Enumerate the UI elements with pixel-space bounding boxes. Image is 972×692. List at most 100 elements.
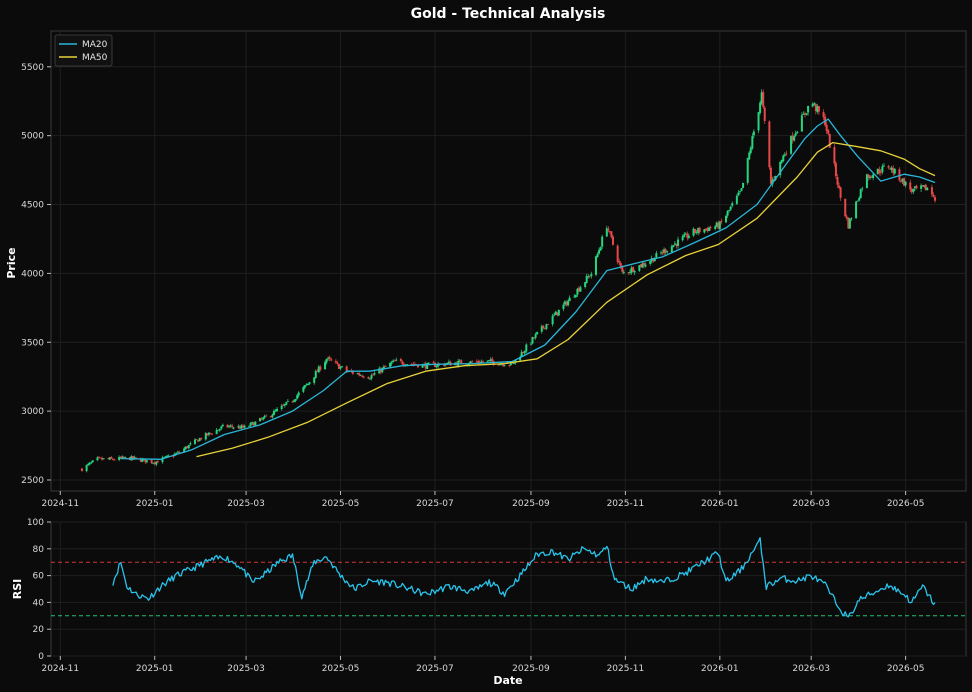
candle-body [489,359,492,361]
candle-body [113,459,116,461]
candle-body [612,236,615,245]
candle-body [432,362,435,364]
candle-body [285,401,288,405]
legend-label-ma20: MA20 [82,40,108,50]
candle-body [274,410,277,412]
candle-body [825,124,828,131]
candle-body [97,456,100,458]
candle-body [574,294,577,298]
candle-body [382,366,385,369]
candle-body [313,377,316,383]
candle-body [683,234,686,237]
candle-body [240,425,243,429]
candle-body [728,209,731,211]
candle-body [251,422,254,424]
candle-body [102,458,105,460]
candle-body [362,376,365,378]
x-tick-label: 2024-11 [41,664,79,674]
price-plot-area [50,30,967,492]
ma-line-ma20 [120,118,936,460]
candle-body [339,366,342,369]
candle-body [204,433,207,440]
candle-body [341,366,344,368]
candle-body [715,222,718,227]
candle-body [827,130,830,134]
candle-body [231,425,234,428]
candle-body [889,168,892,170]
candle-body [200,437,203,440]
candle-body [714,226,717,229]
candle-body [512,363,515,364]
candle-body [435,365,438,368]
candle-body [850,218,853,220]
candle-body [588,276,591,277]
y-tick-label: 80 [33,545,45,555]
candle-body [172,455,175,457]
candle-body [735,195,738,204]
legend-label-ma50: MA50 [82,53,108,63]
candle-body [629,271,632,273]
candle-body [890,167,893,171]
candle-body [433,362,436,367]
candle-body [543,327,546,329]
candle-body [913,186,916,189]
legend-box [54,34,113,67]
y-tick-label: 5000 [21,132,44,142]
candle-body [514,359,517,363]
candle-body [325,359,328,363]
x-tick-label: 2026-03 [792,664,830,674]
candle-body [607,228,610,231]
candle-body [141,459,144,462]
candle-body [477,361,480,363]
candle-body [107,458,110,460]
candle-body [872,174,875,178]
candle-body [652,258,655,262]
candle-body [164,456,167,458]
candle-body [368,378,371,380]
rsi-x-ticks: 2024-11 2025-01 2025-03 2025-05 2025-07 2025-… [41,656,924,674]
candle-body [926,187,929,191]
candle-body [534,334,537,338]
candle-body [892,168,895,174]
candle-body [751,136,754,149]
rsi-panel: 0 20 40 60 80 100 2024-11 2025-01 2025-03 2025-0… [11,518,967,687]
candle-body [752,131,755,136]
candle-body [195,439,198,440]
candle-body [316,370,319,372]
candle-body [867,174,870,178]
x-tick-label: 2026-01 [701,664,739,674]
candle-body [297,392,300,396]
candle-body [653,258,656,262]
candle-body [238,426,241,429]
chart-title: Gold - Technical Analysis [411,6,606,22]
candle-body [618,261,621,263]
candle-body [237,426,240,428]
candle-body [596,253,599,258]
candle-body [294,399,297,401]
candle-body [584,282,587,287]
candle-body [844,198,847,217]
candle-body [598,250,601,254]
candle-body [698,227,701,233]
candle-body [769,167,772,184]
candle-body [395,359,398,361]
candle-body [686,233,689,238]
candle-body [779,161,782,176]
candle-body [731,203,734,206]
price-y-axis-label: Price [5,247,18,278]
candle-body [228,426,231,428]
candle-body [599,247,602,251]
candle-body [372,374,375,376]
x-tick-label: 2025-07 [416,664,454,674]
candle-body [424,363,427,369]
candle-body [175,453,178,455]
candle-body [562,304,565,309]
candle-body [283,404,286,406]
candle-body [533,337,536,339]
candle-body [328,357,331,359]
candle-body [293,400,296,402]
candle-body [135,457,138,459]
candle-body [427,362,430,364]
candle-body [836,177,839,185]
candle-body [811,103,814,107]
